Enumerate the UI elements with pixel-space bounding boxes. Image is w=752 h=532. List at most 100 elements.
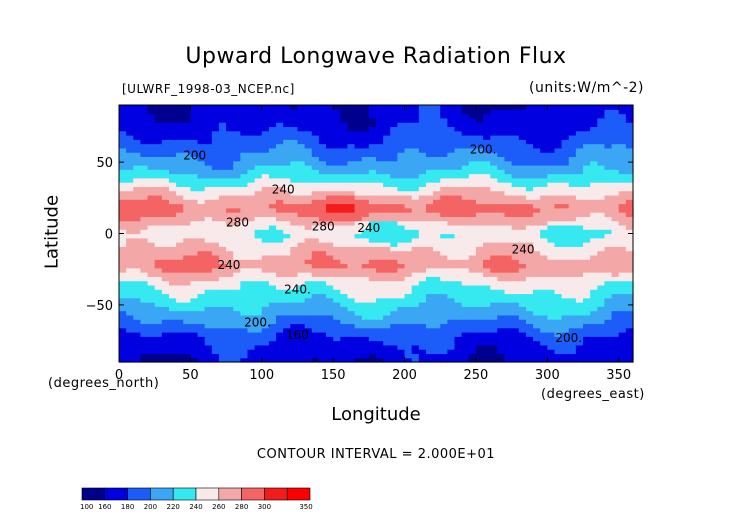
field-cell (590, 297, 598, 303)
field-cell (433, 263, 441, 269)
field-cell (604, 173, 613, 179)
field-cell (511, 319, 520, 325)
field-cell (276, 134, 284, 140)
field-cell (226, 297, 234, 303)
field-cell (240, 254, 249, 260)
field-cell (518, 353, 527, 359)
field-cell (154, 216, 163, 222)
field-cell (326, 297, 334, 303)
field-cell (547, 344, 556, 350)
field-cell (183, 250, 191, 256)
field-cell (176, 203, 184, 209)
field-cell (618, 194, 627, 200)
field-cell (376, 203, 384, 209)
field-cell (333, 156, 341, 162)
field-cell (568, 280, 577, 286)
field-cell (154, 289, 163, 295)
field-cell (218, 190, 227, 196)
field-cell (333, 177, 341, 183)
field-cell (290, 327, 299, 333)
field-cell (354, 182, 363, 187)
field-cell (425, 246, 434, 252)
field-cell (183, 126, 191, 132)
field-cell (383, 147, 391, 153)
field-cell (533, 105, 541, 110)
field-cell (575, 109, 584, 115)
field-cell (525, 156, 534, 162)
field-cell (533, 254, 541, 260)
field-cell (311, 272, 320, 277)
field-cell (268, 289, 277, 295)
field-cell (361, 246, 370, 252)
field-cell (311, 203, 320, 209)
field-cell (625, 276, 634, 282)
field-cell (190, 276, 199, 282)
field-cell (119, 152, 127, 157)
field-cell (411, 327, 420, 333)
field-cell (383, 177, 391, 183)
field-cell (190, 229, 199, 235)
field-cell (254, 220, 263, 226)
field-cell (425, 199, 434, 205)
field-cell (597, 173, 606, 179)
field-cell (333, 147, 341, 153)
field-cell (318, 182, 327, 187)
field-cell (154, 306, 163, 312)
field-cell (283, 327, 291, 333)
field-cell (390, 233, 399, 239)
field-cell (568, 237, 577, 243)
field-cell (347, 169, 356, 175)
field-cell (583, 220, 591, 226)
field-cell (147, 336, 156, 342)
field-cell (176, 134, 184, 140)
field-cell (611, 344, 620, 350)
field-cell (240, 216, 249, 222)
field-cell (176, 319, 184, 325)
field-cell (390, 147, 399, 153)
field-cell (304, 353, 313, 359)
field-cell (283, 289, 291, 295)
field-cell (168, 220, 177, 226)
field-cell (604, 332, 613, 337)
field-cell (133, 302, 142, 307)
field-cell (261, 327, 270, 333)
field-cell (433, 276, 441, 282)
field-cell (461, 109, 470, 115)
field-cell (276, 242, 284, 247)
field-cell (475, 143, 484, 149)
field-cell (297, 182, 306, 187)
field-cell (311, 357, 320, 363)
field-cell (261, 284, 270, 290)
colorbar-label: 200 (144, 503, 157, 511)
field-cell (511, 143, 520, 149)
field-cell (154, 130, 163, 136)
field-cell (326, 139, 334, 145)
field-cell (411, 340, 420, 346)
field-cell (254, 289, 263, 295)
field-cell (483, 160, 491, 166)
field-cell (590, 177, 598, 183)
field-cell (533, 212, 541, 217)
field-cell (197, 280, 206, 286)
field-cell (218, 143, 227, 149)
field-cell (383, 289, 391, 295)
field-cell (604, 336, 613, 342)
field-cell (383, 152, 391, 157)
field-cell (433, 160, 441, 166)
field-cell (297, 130, 306, 136)
field-cell (290, 169, 299, 175)
field-cell (533, 336, 541, 342)
field-cell (518, 349, 527, 355)
field-cell (254, 212, 263, 217)
field-cell (204, 160, 213, 166)
field-cell (511, 164, 520, 170)
field-cell (490, 357, 498, 363)
field-cell (411, 156, 420, 162)
field-cell (418, 194, 427, 200)
field-cell (590, 199, 598, 205)
field-cell (233, 250, 241, 256)
field-cell (197, 139, 206, 145)
field-cell (383, 284, 391, 290)
field-cell (568, 246, 577, 252)
field-cell (568, 220, 577, 226)
